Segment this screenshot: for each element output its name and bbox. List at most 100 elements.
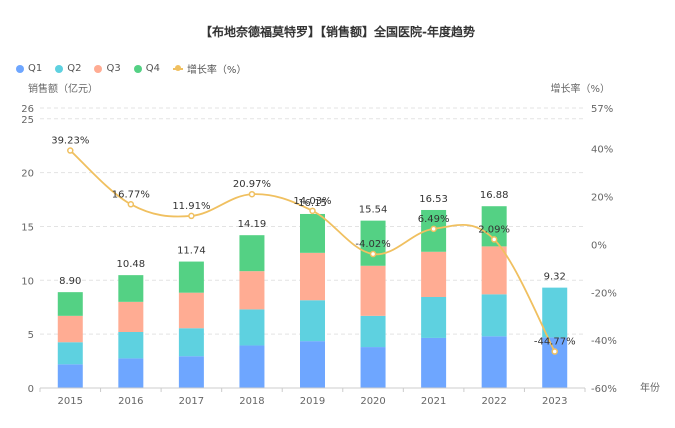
x-tick-label: 2019 — [300, 396, 325, 407]
bar-segment-q2-2022 — [481, 294, 507, 337]
bar-segment-q1-2020 — [360, 347, 386, 388]
legend-item-q3[interactable]: Q3 — [94, 63, 121, 74]
legend-item-q1[interactable]: Q1 — [16, 63, 42, 74]
growth-rate-label: 39.23% — [51, 136, 89, 147]
bar-segment-q4-2016 — [118, 275, 144, 302]
growth-rate-label: 14.03% — [293, 196, 331, 207]
bar-segment-q3-2021 — [421, 251, 447, 297]
legend-label-q2: Q2 — [67, 63, 82, 74]
bar-segment-q2-2023 — [542, 287, 568, 338]
bar-segment-q2-2019 — [300, 300, 325, 342]
bar-segment-q2-2016 — [118, 332, 144, 359]
bar-segment-q1-2023 — [542, 337, 568, 388]
y-left-tick-label: 26 — [21, 104, 34, 115]
growth-rate-point-2019 — [309, 207, 316, 215]
growth-rate-point-2015 — [67, 147, 74, 154]
bar-total-label: 15.54 — [359, 205, 388, 216]
x-axis-title: 年份 — [640, 381, 660, 394]
growth-rate-point-2023 — [551, 348, 558, 355]
legend-label-q1: Q1 — [28, 63, 43, 74]
bar-segment-q4-2015 — [57, 292, 83, 316]
growth-rate-point-2018 — [248, 190, 256, 198]
growth-rate-point-2016 — [127, 201, 135, 208]
bar-segment-q2-2018 — [239, 309, 265, 346]
x-tick-label: 2016 — [118, 396, 143, 407]
y-left-tick-label: 0 — [28, 384, 34, 395]
bar-segment-q1-2021 — [421, 337, 447, 388]
y-left-tick-label: 5 — [28, 330, 34, 341]
growth-rate-point-2022 — [490, 236, 498, 243]
bar-total-label: 16.53 — [419, 194, 448, 205]
legend-item-growth[interactable]: 增长率（%） — [172, 61, 246, 76]
bar-total-label: 9.32 — [544, 272, 566, 283]
growth-rate-point-2020 — [369, 250, 377, 258]
y-right-tick-label: 0% — [591, 240, 607, 251]
bar-total-label: 11.74 — [177, 246, 206, 257]
growth-rate-label: -44.77% — [534, 337, 576, 348]
bar-total-label: 16.15 — [298, 198, 327, 209]
bar-segment-q1-2018 — [239, 345, 265, 388]
growth-rate-label: 6.49% — [418, 214, 450, 225]
growth-rate-label: 16.77% — [112, 189, 150, 200]
y-right-tick-label: -20% — [591, 288, 617, 299]
y-right-tick-label: -60% — [591, 384, 617, 395]
legend-swatch-q3 — [94, 64, 103, 73]
bar-segment-q1-2022 — [481, 336, 507, 388]
bar-segment-q1-2015 — [57, 364, 83, 388]
bar-segment-q3-2017 — [178, 292, 204, 329]
y-left-axis-title: 销售额（亿元） — [28, 82, 98, 95]
chart-title: 【布地奈德福莫特罗】【销售额】全国医院-年度趋势 — [200, 25, 475, 39]
legend: Q1 Q2 Q3 Q4 增长率（%） — [16, 61, 259, 76]
legend-item-q2[interactable]: Q2 — [55, 63, 81, 74]
growth-rate-label: -4.02% — [355, 239, 390, 250]
growth-rate-point-2017 — [188, 212, 195, 220]
x-tick-label: 2018 — [239, 396, 264, 407]
y-left-tick-label: 20 — [21, 169, 34, 180]
bar-segment-q1-2019 — [300, 341, 325, 388]
bar-segment-q3-2019 — [300, 252, 325, 301]
y-left-tick-label: 25 — [21, 115, 34, 126]
bar-total-label: 10.48 — [117, 259, 146, 270]
bar-segment-q2-2015 — [57, 342, 83, 365]
x-tick-label: 2020 — [360, 396, 385, 407]
legend-label-q4: Q4 — [145, 63, 160, 74]
y-right-tick-label: 57% — [591, 104, 613, 115]
legend-item-q4[interactable]: Q4 — [133, 63, 160, 74]
bar-segment-q3-2018 — [239, 271, 265, 310]
bar-total-label: 14.19 — [238, 219, 267, 230]
bar-segment-q4-2018 — [239, 235, 265, 272]
y-right-axis-title: 增长率（%） — [550, 82, 610, 95]
bar-segment-q4-2017 — [178, 261, 204, 293]
bar-segment-q3-2022 — [481, 246, 507, 295]
bar-segment-q3-2016 — [118, 301, 144, 332]
bar-segment-q1-2017 — [178, 356, 204, 388]
y-right-tick-label: -40% — [591, 336, 617, 347]
legend-swatch-growth — [172, 64, 183, 71]
bar-segment-q4-2020 — [360, 220, 386, 266]
growth-rate-label: 11.91% — [172, 201, 210, 212]
bar-segment-q3-2020 — [360, 265, 386, 316]
growth-rate-point-2021 — [430, 225, 437, 233]
growth-rate-label: 20.97% — [233, 179, 271, 190]
y-left-tick-label: 15 — [21, 222, 34, 233]
legend-swatch-q4 — [133, 64, 142, 73]
y-right-tick-label: 20% — [591, 193, 613, 204]
legend-swatch-q2 — [55, 64, 64, 73]
bar-total-label: 16.88 — [480, 190, 509, 201]
y-right-tick-label: 40% — [591, 145, 613, 156]
x-tick-label: 2023 — [542, 396, 567, 407]
bar-total-label: 8.90 — [59, 276, 81, 287]
bar-segment-q2-2020 — [360, 315, 386, 348]
bar-segment-q4-2019 — [300, 213, 325, 253]
x-tick-label: 2017 — [179, 396, 204, 407]
bar-segment-q1-2016 — [118, 358, 144, 388]
bar-segment-q2-2017 — [178, 328, 204, 357]
x-tick-label: 2021 — [421, 396, 446, 407]
x-tick-label: 2015 — [58, 396, 83, 407]
legend-swatch-q1 — [16, 64, 24, 73]
growth-rate-label: 2.09% — [478, 224, 510, 235]
x-tick-label: 2022 — [481, 396, 506, 407]
y-left-tick-label: 10 — [21, 276, 34, 287]
bar-segment-q3-2015 — [57, 315, 83, 343]
